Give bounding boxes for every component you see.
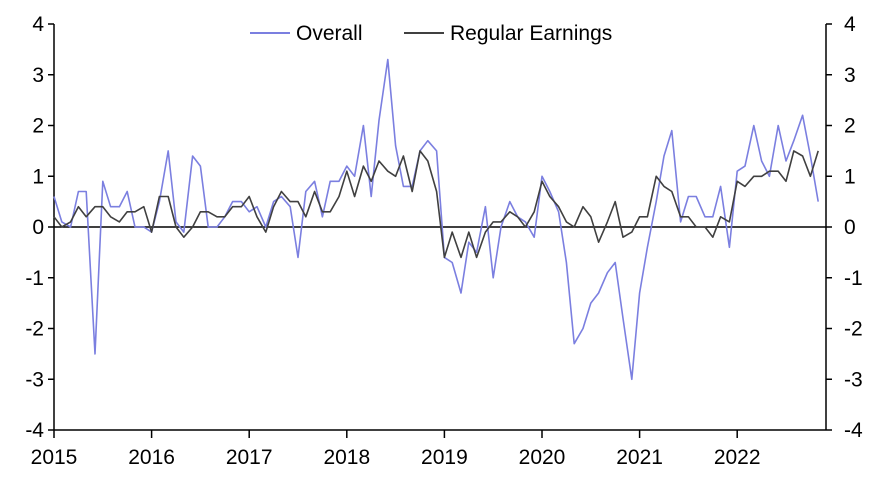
- x-tick-label: 2016: [128, 446, 175, 469]
- x-tick-label: 2015: [31, 446, 78, 469]
- y-tick-label-right: 1: [844, 165, 856, 188]
- y-tick-label-left: 4: [32, 13, 44, 36]
- y-tick-label-left: 3: [32, 64, 44, 87]
- x-tick-label: 2022: [714, 446, 761, 469]
- y-tick-label-right: 2: [844, 115, 856, 138]
- legend-label-regular-earnings: Regular Earnings: [450, 22, 612, 45]
- y-tick-label-left: 0: [32, 216, 44, 239]
- x-tick-label: 2017: [226, 446, 273, 469]
- y-tick-label-left: -2: [25, 318, 44, 341]
- y-tick-label-right: 0: [844, 216, 856, 239]
- x-tick-label: 2019: [421, 446, 468, 469]
- y-tick-label-right: -3: [844, 368, 863, 391]
- x-axis-ticks: 2015 2016 2017 2018 2019 2020 2021 2022: [31, 430, 761, 469]
- y-tick-label-right: -1: [844, 267, 863, 290]
- y-tick-label-right: -2: [844, 318, 863, 341]
- y-tick-label-right: -4: [844, 419, 863, 442]
- y-axis-right-ticks: -4 -3 -2 -1 0 1 2 3 4: [826, 13, 863, 442]
- y-tick-label-left: -3: [25, 368, 44, 391]
- y-tick-label-left: -1: [25, 267, 44, 290]
- y-tick-label-left: 2: [32, 115, 44, 138]
- y-tick-label-right: 3: [844, 64, 856, 87]
- series-line-overall: [53, 58, 819, 381]
- y-tick-label-right: 4: [844, 13, 856, 36]
- legend-label-overall: Overall: [296, 22, 363, 45]
- y-axis-left-ticks: -4 -3 -2 -1 0 1 2 3 4: [25, 13, 54, 442]
- x-tick-label: 2021: [616, 446, 663, 469]
- y-tick-label-left: 1: [32, 165, 44, 188]
- y-tick-label-left: -4: [25, 419, 44, 442]
- series-layer: [53, 58, 819, 381]
- legend: Overall Regular Earnings: [250, 22, 612, 45]
- x-tick-label: 2020: [519, 446, 566, 469]
- series-line-regular-earnings: [53, 150, 819, 259]
- x-tick-label: 2018: [323, 446, 370, 469]
